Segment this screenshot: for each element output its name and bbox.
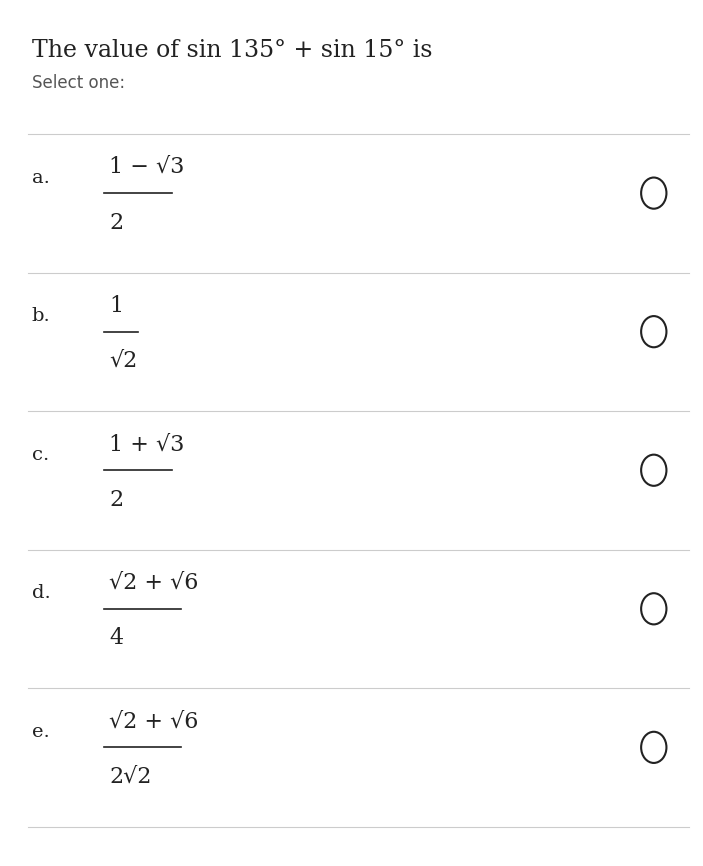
Text: 1 + √3: 1 + √3 xyxy=(109,433,184,456)
Text: Select one:: Select one: xyxy=(32,74,124,92)
Text: 1 − √3: 1 − √3 xyxy=(109,156,184,178)
Text: √2: √2 xyxy=(109,350,137,372)
Text: 2: 2 xyxy=(109,488,123,511)
Text: √2 + √6: √2 + √6 xyxy=(109,710,198,733)
Text: c.: c. xyxy=(32,446,49,463)
Text: √2 + √6: √2 + √6 xyxy=(109,572,198,594)
Text: 2√2: 2√2 xyxy=(109,766,151,788)
Text: e.: e. xyxy=(32,723,49,740)
Text: 4: 4 xyxy=(109,627,123,650)
Text: b.: b. xyxy=(32,307,51,325)
Text: a.: a. xyxy=(32,169,49,186)
Text: 2: 2 xyxy=(109,211,123,234)
Text: 1: 1 xyxy=(109,294,123,317)
Text: d.: d. xyxy=(32,585,51,602)
Text: The value of sin 135° + sin 15° is: The value of sin 135° + sin 15° is xyxy=(32,39,432,62)
